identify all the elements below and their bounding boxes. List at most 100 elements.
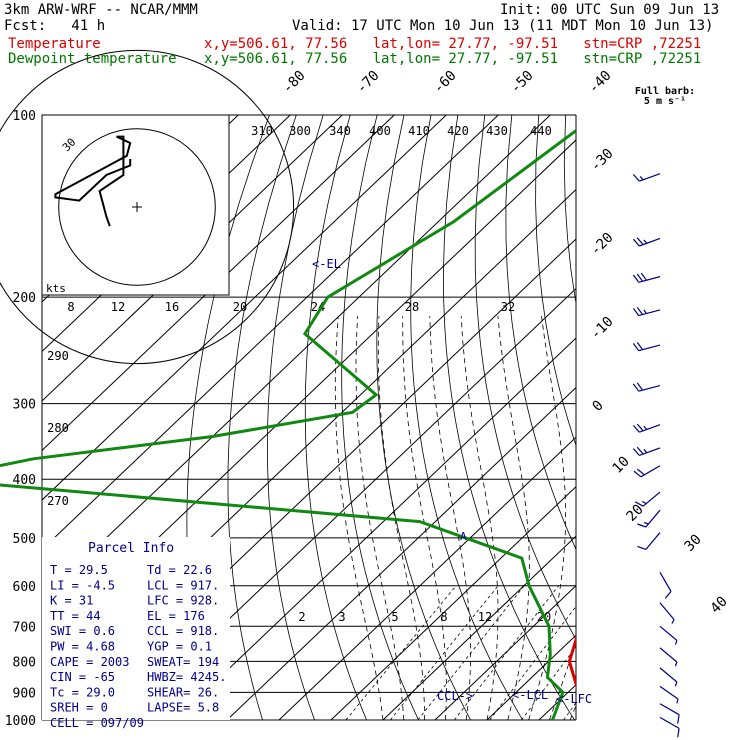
parcel-info-right: Td = 22.6	[147, 563, 212, 577]
isotherm-line	[42, 115, 499, 551]
temperature-profile	[567, 634, 576, 690]
dry-adiabat	[646, 115, 740, 720]
parcel-info-left: Tc = 29.0	[50, 685, 115, 699]
isotherm-label: -10	[588, 314, 617, 343]
moist-adiabat	[460, 316, 499, 720]
speed-label-32: 32	[501, 300, 515, 314]
wind-barb	[632, 306, 661, 317]
moist-adiabat	[591, 316, 718, 720]
dewpoint-profile	[0, 128, 576, 720]
cape-marker: A	[460, 530, 467, 543]
dry-adiabat	[304, 115, 367, 720]
dry-adiabat	[593, 115, 740, 720]
parcel-info-right: YGP = 0.1	[147, 640, 212, 654]
dry-adiabat	[267, 115, 324, 720]
theta-label: 340	[329, 124, 351, 138]
hodograph-ring	[0, 49, 295, 365]
wind-barb	[659, 602, 675, 624]
speed-label-28: 28	[405, 300, 419, 314]
dry-adiabat	[535, 115, 576, 447]
theta-label-left: 290	[47, 349, 69, 363]
isotherm-label: -80	[280, 68, 309, 97]
wind-barb	[632, 423, 661, 433]
dry-adiabat	[474, 115, 576, 641]
isotherm-line	[591, 115, 740, 720]
dry-adiabat	[727, 115, 740, 720]
isotherm-line	[330, 485, 576, 720]
pressure-label-700: 700	[13, 620, 36, 635]
mixing-ratio-label: 8	[440, 610, 447, 624]
moist-adiabat	[528, 316, 567, 720]
speed-label-24: 24	[311, 300, 325, 314]
valid-time: Valid: 17 UTC Mon 10 Jun 13 (11 MDT Mon …	[292, 18, 714, 34]
moist-adiabat	[549, 639, 576, 720]
pressure-label-100: 100	[13, 109, 36, 124]
pressure-label-300: 300	[13, 398, 36, 413]
hodograph-units: kts	[46, 282, 66, 295]
theta-label: 310	[251, 124, 273, 138]
moist-adiabat	[497, 316, 530, 720]
theta-label: 300	[289, 124, 311, 138]
parcel-info-right: HWBZ= 4245.	[147, 670, 226, 684]
parcel-info-left: CAPE = 2003	[50, 655, 129, 669]
parcel-info-left: TT = 44	[50, 609, 101, 623]
theta-label: 430	[486, 124, 508, 138]
parcel-info-right: LFC = 928.	[147, 594, 219, 608]
isotherm-label: 40	[708, 594, 731, 617]
wind-barb	[659, 572, 672, 599]
dry-adiabat	[410, 115, 523, 720]
isotherm-line	[538, 684, 576, 720]
parcel-info-left: K = 31	[50, 594, 93, 608]
mixing-ratio-label: 5	[391, 610, 398, 624]
isotherm-label: -20	[588, 230, 617, 259]
ccl-label: CCL->	[437, 689, 473, 703]
isotherm-line	[42, 115, 551, 600]
isotherm-line	[42, 115, 447, 501]
isotherm-line	[174, 337, 576, 720]
wind-barb	[632, 237, 661, 247]
isotherm-line	[382, 535, 576, 720]
wind-barb	[632, 173, 661, 182]
mixing-ratio-label: 3	[338, 610, 345, 624]
wind-barb	[659, 716, 680, 738]
moist-adiabat	[355, 316, 405, 720]
theta-label: 410	[408, 124, 430, 138]
hodograph-trace	[54, 135, 132, 227]
dry-adiabat	[700, 115, 740, 720]
dry-adiabat	[673, 115, 740, 720]
theta-label-left: 270	[47, 494, 69, 508]
parcel-info-left: CIN = -65	[50, 670, 115, 684]
dry-adiabat	[341, 115, 419, 720]
el-label: <-EL	[312, 257, 341, 271]
isotherm-line	[643, 115, 740, 720]
hodograph-box	[41, 114, 230, 296]
wind-barb	[633, 465, 661, 478]
isotherm-line	[42, 115, 395, 452]
dry-adiabat	[620, 115, 740, 720]
moist-adiabat	[334, 316, 384, 720]
parcel-info-title: Parcel Info	[88, 541, 174, 556]
hodograph-ring	[58, 128, 216, 286]
isotherm-label: -40	[586, 68, 615, 97]
wind-barb	[632, 342, 661, 352]
speed-label-12: 12	[111, 300, 125, 314]
forecast-hour: Fcst: 41 h	[4, 18, 106, 34]
isotherm-label: -70	[354, 68, 383, 97]
full-barb-label: Full barb:	[635, 86, 695, 97]
moist-adiabat	[402, 316, 447, 720]
isotherm-line	[278, 436, 576, 720]
wind-barb	[659, 647, 678, 667]
speed-label-8: 8	[67, 300, 74, 314]
isotherm-line	[434, 585, 576, 720]
temperature-legend: Temperature	[8, 36, 101, 52]
moist-adiabat	[377, 316, 425, 720]
wind-barb	[632, 272, 661, 283]
wind-barb	[659, 667, 678, 687]
temperature-location: x,y=506.61, 77.56 lat,lon= 27.77, -97.51…	[204, 36, 702, 52]
isotherm-line	[695, 115, 740, 720]
wind-barb	[637, 532, 661, 550]
mixing-ratio-label: 12	[478, 610, 492, 624]
wind-barb	[659, 625, 678, 645]
theta-label: 420	[447, 124, 469, 138]
